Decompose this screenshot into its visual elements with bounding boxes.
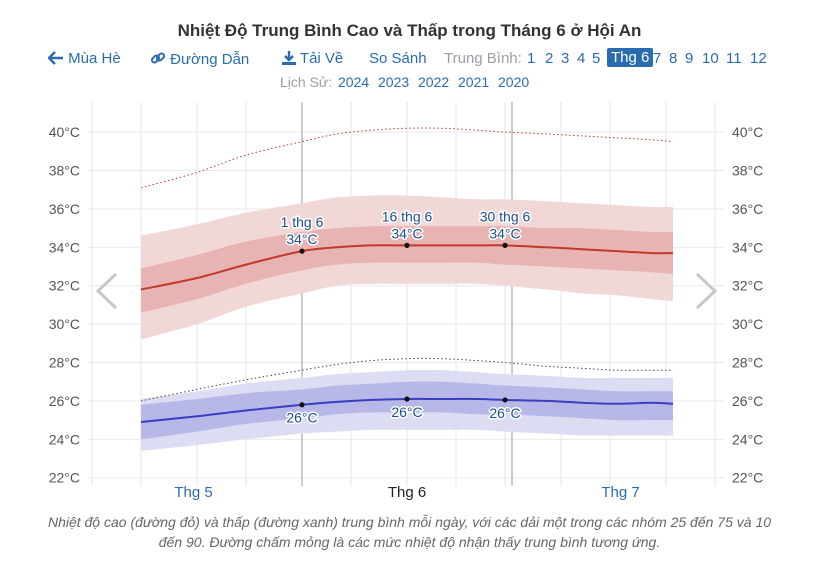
arrow-left-icon (48, 50, 68, 67)
chart-annotations: 1 thg 634°C26°C16 thg 634°C26°C30 thg 63… (279, 207, 532, 427)
annotation-high-point (299, 248, 305, 254)
chart-bands (141, 195, 673, 451)
chart-caption: Nhiệt độ cao (đường đỏ) và thấp (đường x… (47, 514, 772, 550)
month-link-2[interactable]: 2 (545, 50, 554, 67)
nav-bar: Mùa Hè Đường Dẫn Tải Về So Sánh Trung Bì… (0, 48, 819, 72)
annotation-low-label: 26°C (286, 410, 317, 426)
y-tick-label-left: 36°C (49, 201, 80, 217)
y-tick-label-right: 34°C (732, 239, 763, 255)
annotation-date-label: 1 thg 6 (281, 214, 324, 230)
y-tick-label-right: 30°C (732, 316, 763, 332)
month-link-8[interactable]: 8 (669, 50, 678, 67)
y-tick-label-left: 40°C (49, 124, 80, 140)
chevron-left-icon[interactable] (95, 272, 118, 310)
chart-title: Nhiệt Độ Trung Bình Cao và Thấp trong Th… (177, 21, 642, 40)
season-link[interactable]: Mùa Hè (48, 50, 121, 67)
annotation-date-label: 30 thg 6 (480, 208, 531, 224)
history-year-2021[interactable]: 2021 (458, 74, 490, 90)
link-label: Đường Dẫn (170, 51, 250, 68)
history-year-2023[interactable]: 2023 (378, 74, 410, 90)
annotation-high-point (502, 242, 508, 248)
x-month-label: Thg 6 (388, 484, 426, 501)
permalink-link[interactable]: Đường Dẫn (150, 50, 249, 68)
y-tick-label-left: 32°C (49, 278, 80, 294)
annotation-low-label: 26°C (489, 405, 520, 421)
annotation-low-point (502, 397, 508, 403)
prev-month-arrow[interactable] (95, 272, 118, 310)
history-year-2020[interactable]: 2020 (498, 74, 530, 90)
annotation-date-label: 16 thg 6 (382, 208, 433, 224)
annotation-high-label: 34°C (286, 231, 317, 247)
y-tick-label-left: 38°C (49, 163, 80, 179)
month-link-12[interactable]: 12 (750, 50, 767, 67)
y-tick-label-right: 22°C (732, 470, 763, 486)
season-label: Mùa Hè (68, 50, 121, 67)
link-icon (150, 51, 170, 68)
month-link-7[interactable]: 7 (653, 50, 662, 67)
month-link-4[interactable]: 4 (577, 50, 586, 67)
history-year-2022[interactable]: 2022 (418, 74, 450, 90)
annotation-high-label: 34°C (489, 225, 520, 241)
average-label: Trung Bình: (444, 50, 522, 67)
y-tick-label-right: 40°C (732, 124, 763, 140)
y-tick-label-right: 28°C (732, 355, 763, 371)
y-tick-label-left: 34°C (49, 239, 80, 255)
high-feels-like-line (140, 127, 674, 189)
next-month-arrow[interactable] (695, 272, 718, 310)
chart-lines (140, 127, 674, 423)
annotation-high-point (404, 242, 410, 248)
download-label: Tải Về (299, 50, 344, 67)
download-icon (282, 50, 300, 67)
month-link-11[interactable]: 11 (726, 50, 742, 67)
compare-link[interactable]: So Sánh (369, 50, 427, 67)
low-feels-like-line (140, 357, 673, 402)
annotation-low-point (299, 402, 305, 408)
low-average-line (140, 397, 674, 423)
y-tick-label-right: 32°C (732, 278, 763, 294)
y-tick-label-left: 28°C (49, 355, 80, 371)
month-link-10[interactable]: 10 (702, 50, 719, 67)
annotation-high-label: 34°C (391, 225, 422, 241)
y-tick-label-right: 38°C (732, 163, 763, 179)
month-link-6[interactable]: Thg 6 (607, 48, 654, 67)
y-tick-label-left: 24°C (49, 431, 80, 447)
history-label: Lịch Sử: (280, 74, 333, 90)
month-link-3[interactable]: 3 (561, 50, 570, 67)
chart-axes: 22°C 22°C 24°C 24°C 26°C 26°C 28°C 28°C 30°C 30°C… (49, 124, 764, 501)
download-link[interactable]: Tải Về (282, 50, 343, 67)
high-average-line (140, 244, 674, 291)
history-year-2024[interactable]: 2024 (338, 74, 370, 90)
y-tick-label-left: 30°C (49, 316, 80, 332)
y-tick-label-left: 22°C (49, 470, 80, 486)
low-band-25-75 (141, 381, 673, 440)
annotation-low-point (404, 396, 410, 402)
x-month-label[interactable]: Thg 7 (601, 484, 639, 501)
month-link-5[interactable]: 5 (592, 50, 601, 67)
x-month-label[interactable]: Thg 5 (174, 484, 212, 501)
y-tick-label-left: 26°C (49, 393, 80, 409)
annotation-low-label: 26°C (391, 404, 422, 420)
y-tick-label-right: 24°C (732, 431, 763, 447)
y-tick-label-right: 26°C (732, 393, 763, 409)
temperature-chart: 1 thg 634°C26°C16 thg 634°C26°C30 thg 63… (49, 102, 764, 501)
month-link-9[interactable]: 9 (685, 50, 694, 67)
y-tick-label-right: 36°C (732, 201, 763, 217)
chevron-right-icon[interactable] (695, 272, 718, 310)
history-bar: Lịch Sử: 2024 2023 2022 2021 2020 (0, 74, 819, 94)
month-link-1[interactable]: 1 (527, 50, 536, 67)
